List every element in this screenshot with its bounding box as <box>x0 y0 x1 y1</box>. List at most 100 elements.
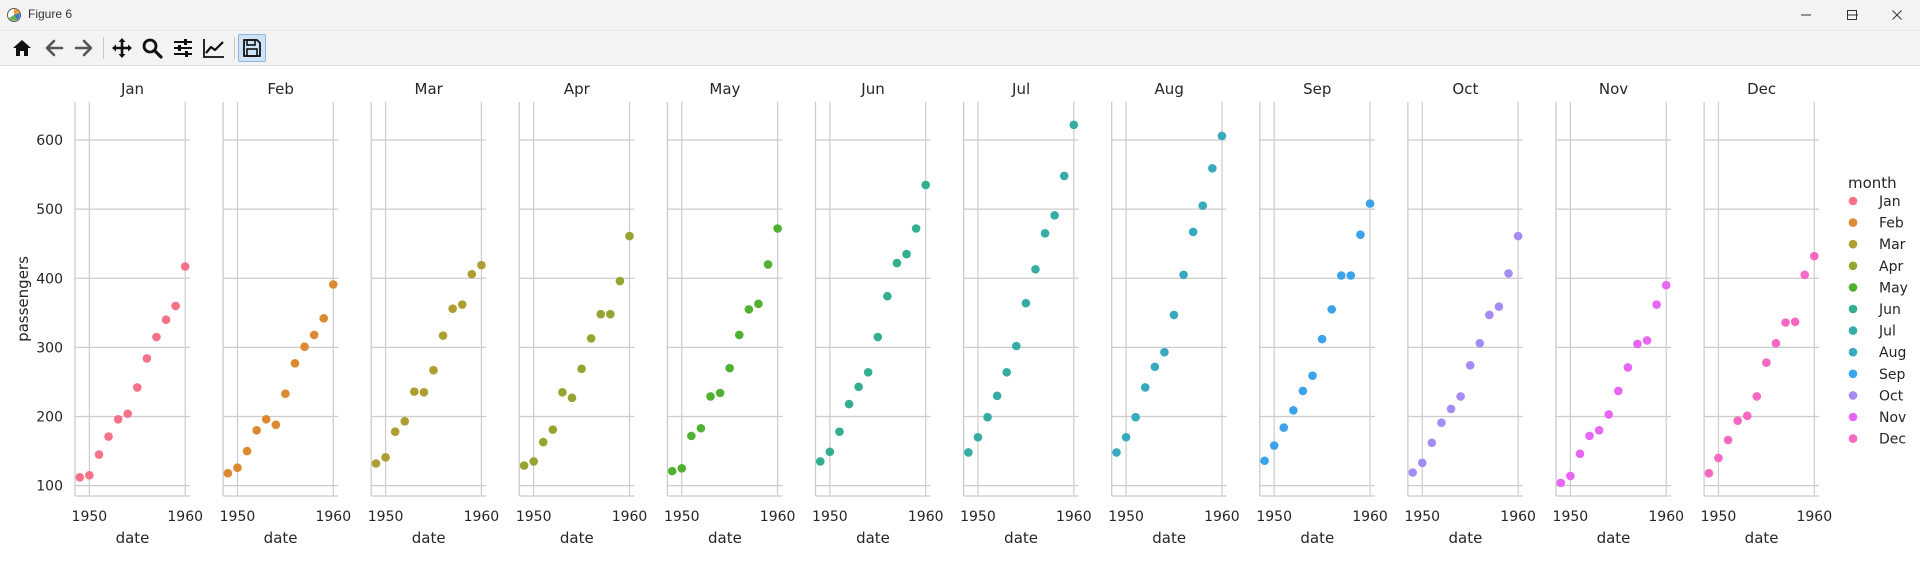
data-point <box>132 383 142 392</box>
x-axis-label: date <box>1152 529 1186 547</box>
data-point <box>123 409 133 419</box>
forward-button[interactable] <box>70 34 98 62</box>
x-tick-label: 1960 <box>1796 509 1832 525</box>
data-point <box>615 276 625 286</box>
data-point <box>438 331 448 340</box>
data-point <box>1308 371 1317 381</box>
data-point <box>1556 478 1566 488</box>
legend-entry: Apr <box>1879 259 1903 275</box>
data-point <box>1188 227 1198 237</box>
data-point <box>152 332 161 342</box>
data-point <box>873 332 883 342</box>
data-point <box>104 432 113 441</box>
data-point <box>180 262 190 271</box>
x-axis-label: date <box>264 529 298 547</box>
data-point <box>715 388 725 398</box>
data-point <box>1002 367 1012 377</box>
data-point <box>1714 453 1723 463</box>
data-point <box>1208 164 1217 173</box>
data-point <box>1446 404 1456 414</box>
y-tick-label: 200 <box>36 410 63 426</box>
matplotlib-icon <box>7 8 21 22</box>
data-point <box>1810 251 1819 261</box>
data-point <box>1179 270 1188 280</box>
facet-title: Feb <box>267 80 294 98</box>
data-point <box>1504 269 1513 278</box>
data-point <box>290 358 300 368</box>
move-icon <box>112 38 132 58</box>
data-point <box>558 388 567 397</box>
x-tick-label: 1950 <box>812 509 848 525</box>
customize-button[interactable] <box>200 34 228 62</box>
minimize-button-alt[interactable] <box>1783 0 1829 30</box>
legend-marker <box>1848 196 1858 206</box>
facet-scatter-figure: Jan 1950 1960 date Feb 1950 1960 date Mar 1950 196… <box>14 80 1908 547</box>
data-point <box>754 299 763 309</box>
legend-marker <box>1848 412 1858 422</box>
data-point <box>854 382 863 392</box>
y-axis-label: passengers <box>14 256 32 342</box>
back-arrow-icon <box>45 39 64 57</box>
back-button[interactable] <box>40 34 68 62</box>
window-title: Figure 6 <box>28 7 73 21</box>
toolbar-separator <box>234 37 235 59</box>
x-tick-label: 1960 <box>612 509 648 525</box>
data-point <box>1427 438 1437 448</box>
navigation-toolbar <box>0 31 1920 66</box>
x-axis-label: date <box>856 529 890 547</box>
maximize-button[interactable] <box>1829 0 1875 30</box>
data-point <box>1327 305 1336 314</box>
zoom-button[interactable] <box>138 34 166 62</box>
data-point <box>1613 386 1623 396</box>
data-point <box>1059 171 1069 181</box>
data-point <box>973 432 983 442</box>
y-tick-label: 400 <box>36 271 63 287</box>
data-point <box>1771 338 1781 348</box>
data-point <box>477 260 486 270</box>
data-point <box>1652 300 1661 309</box>
data-point <box>1198 201 1208 210</box>
x-tick-label: 1950 <box>664 509 700 525</box>
x-tick-label: 1960 <box>760 509 796 525</box>
data-point <box>1050 211 1059 220</box>
x-tick-label: 1960 <box>1204 509 1240 525</box>
data-point <box>1121 432 1131 442</box>
data-point <box>1661 280 1671 290</box>
data-point <box>734 330 744 340</box>
data-point <box>538 437 548 447</box>
legend-entry: Dec <box>1879 432 1906 448</box>
data-point <box>892 258 902 268</box>
x-tick-label: 1950 <box>1553 509 1589 525</box>
x-axis-label: date <box>560 529 594 547</box>
facet-title: Nov <box>1599 80 1628 98</box>
data-point <box>467 269 477 279</box>
data-point <box>1150 362 1160 372</box>
toolbar-separator <box>103 37 104 59</box>
y-tick-label: 100 <box>36 479 63 495</box>
close-button[interactable] <box>1874 0 1920 30</box>
x-tick-label: 1960 <box>464 509 500 525</box>
x-axis-label: date <box>1745 529 1779 547</box>
data-point <box>281 389 290 398</box>
x-tick-label: 1960 <box>1352 509 1388 525</box>
x-axis-label: date <box>1004 529 1038 547</box>
pan-button[interactable] <box>108 34 136 62</box>
data-point <box>835 427 844 437</box>
data-point <box>863 367 873 377</box>
x-tick-label: 1950 <box>368 509 404 525</box>
data-point <box>1417 458 1427 468</box>
data-point <box>567 393 577 403</box>
maximize-icon <box>1847 10 1857 20</box>
home-button[interactable] <box>8 34 36 62</box>
data-point <box>596 309 606 319</box>
data-point <box>577 364 586 374</box>
data-point <box>1566 471 1575 481</box>
data-point <box>457 300 467 309</box>
data-point <box>75 473 85 482</box>
legend-marker <box>1848 326 1858 335</box>
data-point <box>1031 264 1040 274</box>
data-point <box>844 399 854 409</box>
save-button[interactable] <box>238 34 266 62</box>
subplots-button[interactable] <box>169 34 197 62</box>
data-point <box>381 452 390 462</box>
